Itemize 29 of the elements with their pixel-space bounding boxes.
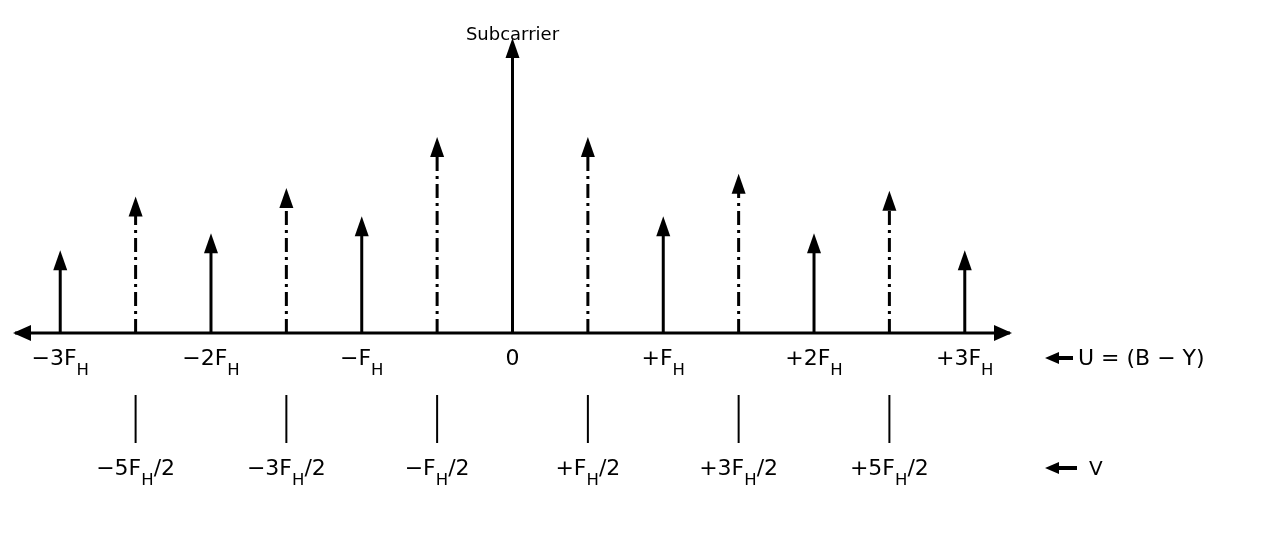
x-tick-label: −F$_{H}$ xyxy=(339,345,384,379)
x-tick-label: +2F$_{H}$ xyxy=(785,345,843,379)
x-tick-label: −3F$_{H}$ xyxy=(31,345,89,379)
point xyxy=(354,216,369,237)
x-tick-label: +F$_{H}$/2 xyxy=(555,455,621,489)
point xyxy=(505,38,520,58)
annotation: Subcarrier xyxy=(465,23,560,44)
x-tick-label: −F$_{H}$/2 xyxy=(404,455,470,489)
point xyxy=(580,137,595,158)
x-tick-label: +3F$_{H}$/2 xyxy=(699,455,779,489)
x-tick-label: −2F$_{H}$ xyxy=(182,345,240,379)
x-tick-label: +3F$_{H}$ xyxy=(936,345,994,379)
point xyxy=(882,190,897,211)
point xyxy=(807,233,822,254)
point xyxy=(957,250,972,271)
x-axis-title: U = (B − Y) xyxy=(1078,345,1205,370)
x-tick-label: 0 xyxy=(505,345,520,370)
point xyxy=(731,173,746,194)
x2-axis-title: V xyxy=(1089,456,1103,480)
x-tick-label: −5F$_{H}$/2 xyxy=(96,455,176,489)
point xyxy=(656,216,671,237)
x-tick-label: +5F$_{H}$/2 xyxy=(849,455,929,489)
x-tick-label: −3F$_{H}$/2 xyxy=(246,455,326,489)
point xyxy=(430,137,445,158)
point xyxy=(53,250,68,271)
point xyxy=(279,187,294,208)
point xyxy=(203,233,218,254)
point xyxy=(128,196,143,217)
x-tick-label: +F$_{H}$ xyxy=(641,345,686,379)
